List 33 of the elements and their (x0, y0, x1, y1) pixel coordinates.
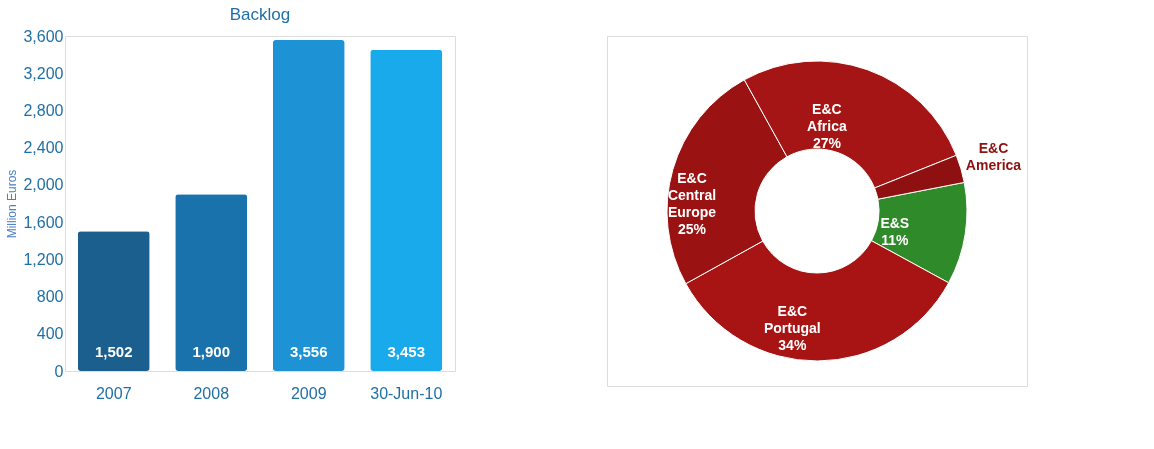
data-label: 3,556 (289, 343, 328, 360)
y-tick-label: 3,200 (23, 64, 64, 82)
data-label: 27% (812, 135, 842, 152)
x-tick-label: 2007 (95, 384, 132, 402)
data-label: 1,502 (94, 343, 133, 360)
y-tick-label: 400 (36, 325, 64, 343)
x-tick-label: 2008 (193, 384, 230, 402)
y-axis-title: Million Euros (5, 169, 20, 239)
y-tick-label: 2,000 (23, 176, 64, 194)
slice-label: E&C America (965, 139, 1022, 173)
y-tick-label: 1,200 (23, 250, 64, 268)
bar (370, 49, 443, 371)
chart-title: Backlog (229, 5, 291, 24)
y-tick-label: 0 (54, 362, 64, 380)
data-label: 11% (881, 231, 909, 248)
y-tick-label: 2,800 (23, 101, 64, 119)
y-tick-label: 1,600 (23, 213, 64, 231)
slice-label: E&S (880, 214, 910, 231)
y-tick-label: 800 (36, 288, 64, 306)
y-tick-label: 3,600 (23, 27, 64, 45)
data-label: 3,453 (387, 343, 426, 360)
y-tick-label: 2,400 (23, 139, 64, 157)
bar (272, 40, 345, 371)
bar (175, 194, 248, 371)
data-label: 34% (778, 337, 807, 353)
bar (77, 231, 150, 371)
slice-label: E&C Africa (807, 101, 847, 135)
data-label: 25% (678, 221, 707, 238)
x-tick-label: 30-Jun-10 (370, 384, 443, 402)
slice-label: E&C Portugal (763, 303, 821, 336)
data-label: 1,900 (192, 343, 231, 360)
slice-label: E&C Central Europe (667, 170, 717, 221)
x-tick-label: 2009 (290, 384, 327, 402)
